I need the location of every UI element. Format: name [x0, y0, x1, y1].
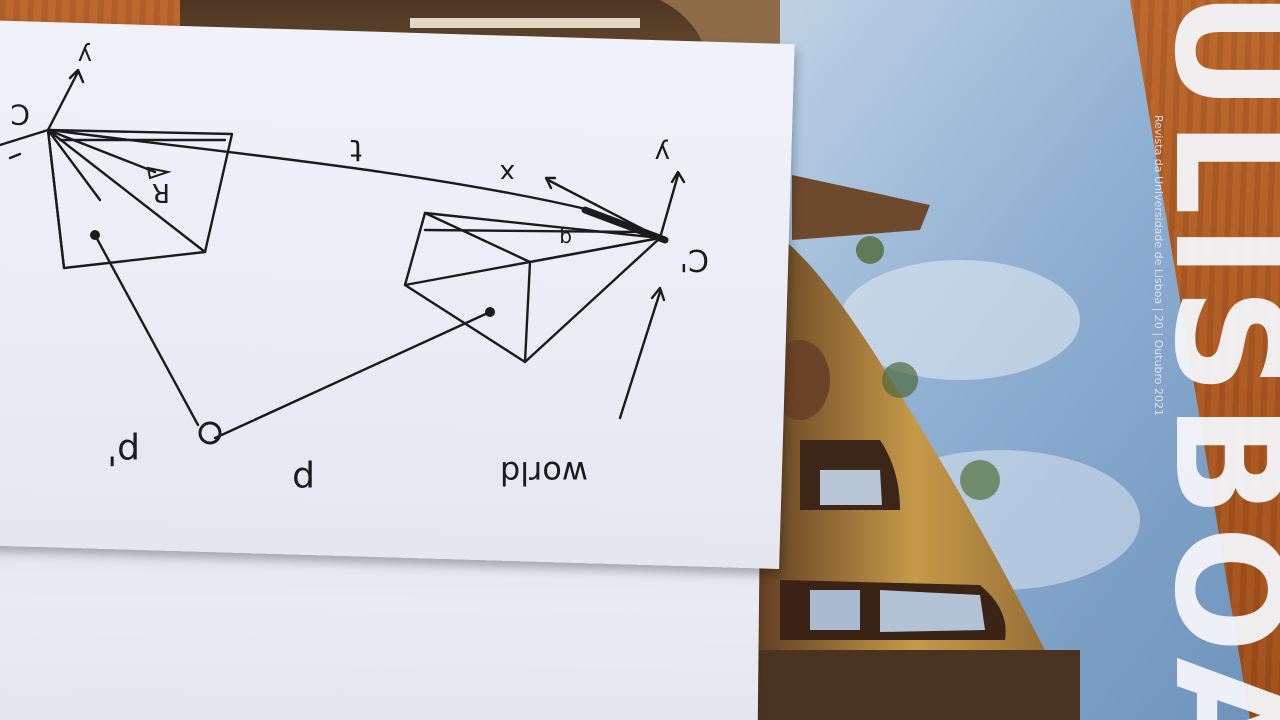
r-label: R: [152, 177, 170, 207]
t-label: t: [350, 132, 362, 167]
left-image-point-dot: [90, 230, 100, 240]
right-axis-x-label: x: [500, 158, 515, 188]
right-axis-y-label: y: [655, 138, 670, 168]
left-ray: [93, 233, 200, 427]
q-label: q: [559, 227, 572, 251]
right-camera-frustum: [403, 211, 662, 364]
world-point-P: [198, 421, 222, 445]
world-label: world: [500, 454, 588, 492]
arrow-head-inside-left: [146, 166, 172, 180]
left-camera-label: C: [10, 98, 30, 131]
left-camera-frustum: [46, 128, 234, 270]
right-ray: [213, 310, 492, 440]
p-label: p: [292, 459, 315, 500]
baseline: [48, 128, 662, 240]
left-camera-axis: [0, 68, 85, 160]
left-axis-y-label: y: [78, 42, 92, 70]
right-center-dot: [581, 206, 669, 244]
right-image-point-dot: [485, 307, 495, 317]
left-image-point-label: p': [107, 431, 140, 472]
right-camera-label: C': [680, 242, 709, 277]
world-arrow: [618, 286, 666, 420]
